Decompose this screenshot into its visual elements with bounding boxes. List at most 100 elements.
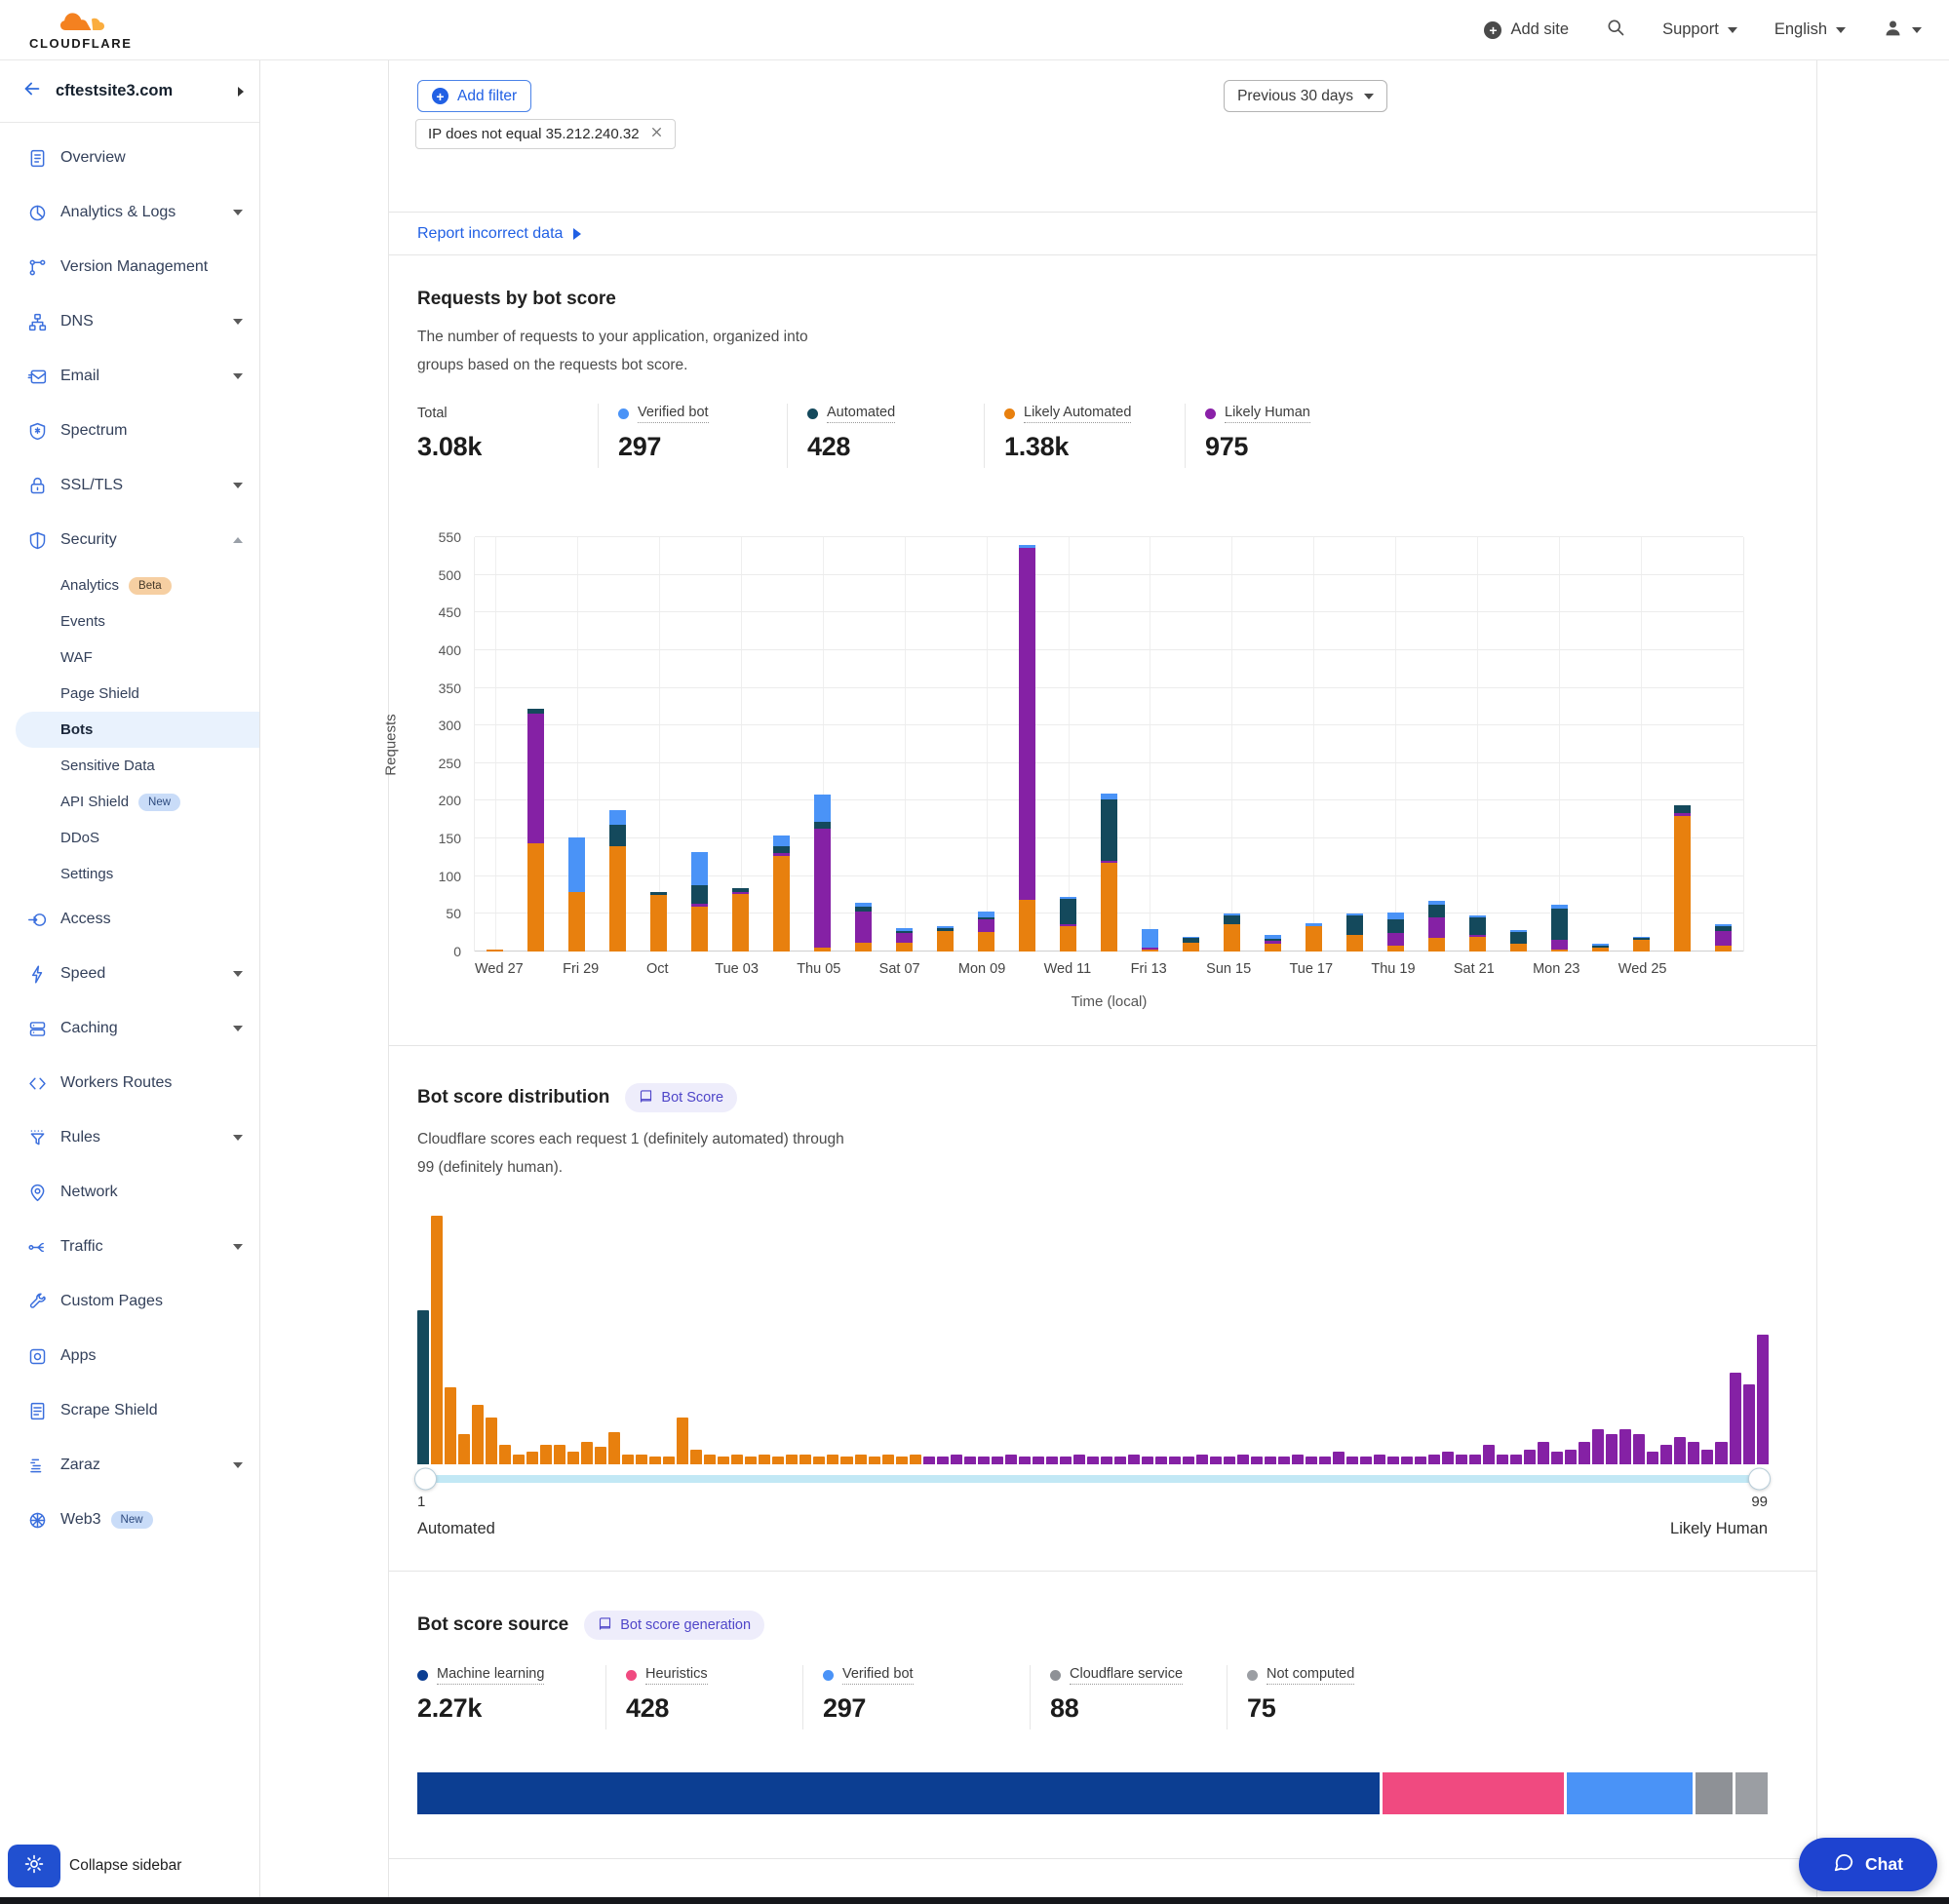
histogram-bar-score-17[interactable] (636, 1455, 647, 1464)
histogram-bar-score-88[interactable] (1606, 1434, 1618, 1464)
back-arrow-icon[interactable] (21, 78, 43, 104)
stacked-bar[interactable] (1224, 913, 1240, 952)
stacked-bar[interactable] (691, 852, 708, 952)
histogram-bar-score-6[interactable] (486, 1418, 497, 1464)
histogram-bar-score-98[interactable] (1743, 1384, 1755, 1464)
histogram-bar-score-74[interactable] (1415, 1457, 1426, 1464)
histogram-bar-score-16[interactable] (622, 1455, 634, 1464)
stacked-bar[interactable] (1019, 545, 1035, 952)
sidebar-subitem-events[interactable]: Events (0, 603, 259, 640)
stat-label[interactable]: Likely Automated (1024, 405, 1131, 423)
sidebar-item-access[interactable]: Access (0, 892, 259, 947)
histogram-bar-score-50[interactable] (1087, 1457, 1099, 1464)
stacked-bar[interactable] (896, 928, 913, 952)
stacked-bar[interactable] (527, 709, 544, 952)
add-site-button[interactable]: + Add site (1484, 20, 1569, 39)
histogram-bar-score-78[interactable] (1469, 1455, 1481, 1464)
histogram-bar-score-69[interactable] (1346, 1457, 1358, 1464)
histogram-bar-score-1[interactable] (417, 1310, 429, 1464)
histogram-bar-score-76[interactable] (1442, 1452, 1454, 1464)
sidebar-item-email[interactable]: Email (0, 349, 259, 404)
histogram-bar-score-46[interactable] (1033, 1457, 1044, 1464)
stacked-bar[interactable] (1265, 935, 1281, 952)
histogram-bar-score-99[interactable] (1757, 1335, 1769, 1464)
histogram-bar-score-41[interactable] (964, 1457, 976, 1464)
sidebar-subitem-waf[interactable]: WAF (0, 640, 259, 676)
histogram-bar-score-31[interactable] (827, 1455, 838, 1464)
report-incorrect-data-link[interactable]: Report incorrect data (417, 225, 581, 243)
score-range-slider[interactable] (417, 1475, 1768, 1483)
stat-label[interactable]: Verified bot (638, 405, 709, 423)
stat-label[interactable]: Verified bot (842, 1666, 914, 1685)
requests-stacked-bar-chart[interactable]: Requests 0501001502002503003504004505005… (474, 537, 1744, 952)
stacked-bar[interactable] (1183, 937, 1199, 952)
stat-label[interactable]: Heuristics (645, 1666, 708, 1685)
sidebar-item-network[interactable]: Network (0, 1165, 259, 1220)
sidebar-item-custom-pages[interactable]: Custom Pages (0, 1274, 259, 1329)
stacked-bar[interactable] (1674, 805, 1691, 952)
histogram-bar-score-54[interactable] (1142, 1457, 1153, 1464)
stacked-bar[interactable] (1469, 915, 1486, 952)
sidebar-item-workers-routes[interactable]: Workers Routes (0, 1056, 259, 1110)
histogram-bar-score-11[interactable] (554, 1445, 565, 1464)
stacked-bar[interactable] (1060, 897, 1076, 952)
date-range-selector[interactable]: Previous 30 days (1224, 80, 1387, 112)
sidebar-item-spectrum[interactable]: Spectrum (0, 404, 259, 458)
stacked-bar[interactable] (978, 912, 994, 952)
histogram-bar-score-56[interactable] (1169, 1457, 1181, 1464)
settings-gear-button[interactable] (8, 1845, 60, 1887)
close-icon[interactable] (650, 126, 663, 142)
stacked-bar[interactable] (487, 950, 503, 952)
histogram-bar-score-23[interactable] (718, 1457, 729, 1464)
stacked-bar[interactable] (855, 903, 872, 952)
histogram-bar-score-3[interactable] (445, 1387, 456, 1464)
histogram-bar-score-8[interactable] (513, 1455, 525, 1464)
histogram-bar-score-64[interactable] (1278, 1457, 1290, 1464)
stacked-bar[interactable] (1387, 913, 1404, 952)
language-menu[interactable]: English (1774, 20, 1846, 39)
histogram-bar-score-21[interactable] (690, 1450, 702, 1464)
histogram-bar-score-93[interactable] (1674, 1437, 1686, 1464)
histogram-bar-score-58[interactable] (1196, 1455, 1208, 1464)
histogram-bar-score-67[interactable] (1319, 1457, 1331, 1464)
sidebar-item-security[interactable]: Security (0, 513, 259, 567)
stat-label[interactable]: Not computed (1267, 1666, 1354, 1685)
histogram-bar-score-55[interactable] (1155, 1457, 1167, 1464)
stacked-bar[interactable] (1142, 929, 1158, 952)
stacked-bar[interactable] (732, 888, 749, 952)
sidebar-item-web3[interactable]: Web3New (0, 1493, 259, 1547)
histogram-bar-score-19[interactable] (663, 1457, 675, 1464)
slider-handle-min[interactable] (414, 1468, 437, 1491)
sidebar-item-traffic[interactable]: Traffic (0, 1220, 259, 1274)
site-name[interactable]: cftestsite3.com (56, 82, 225, 100)
histogram-bar-score-84[interactable] (1551, 1452, 1563, 1464)
stacked-bar[interactable] (937, 926, 954, 952)
cloudflare-logo[interactable]: CLOUDFLARE (29, 9, 133, 51)
sidebar-item-caching[interactable]: Caching (0, 1001, 259, 1056)
histogram-bar-score-14[interactable] (595, 1447, 606, 1464)
sidebar-subitem-api-shield[interactable]: API ShieldNew (0, 784, 259, 820)
histogram-bar-score-85[interactable] (1565, 1450, 1577, 1464)
histogram-bar-score-86[interactable] (1579, 1442, 1590, 1464)
sidebar-item-ssl-tls[interactable]: SSL/TLS (0, 458, 259, 513)
histogram-bar-score-82[interactable] (1524, 1450, 1536, 1464)
histogram-bar-score-73[interactable] (1401, 1457, 1413, 1464)
add-filter-button[interactable]: + Add filter (417, 80, 531, 112)
histogram-bar-score-79[interactable] (1483, 1445, 1495, 1464)
histogram-bar-score-29[interactable] (799, 1455, 811, 1464)
stat-label[interactable]: Machine learning (437, 1666, 544, 1685)
sidebar-item-zaraz[interactable]: Zaraz (0, 1438, 259, 1493)
sidebar-item-rules[interactable]: Rules (0, 1110, 259, 1165)
histogram-bar-score-36[interactable] (896, 1457, 908, 1464)
histogram-bar-score-75[interactable] (1428, 1455, 1440, 1464)
stacked-bar[interactable] (1101, 794, 1117, 952)
sidebar-item-overview[interactable]: Overview (0, 131, 259, 185)
histogram-bar-score-43[interactable] (992, 1457, 1003, 1464)
histogram-bar-score-60[interactable] (1224, 1457, 1235, 1464)
bot-score-generation-badge[interactable]: Bot score generation (584, 1611, 764, 1640)
stacked-bar[interactable] (568, 837, 585, 952)
bot-score-badge[interactable]: Bot Score (625, 1083, 737, 1112)
histogram-bar-score-25[interactable] (745, 1457, 757, 1464)
histogram-bar-score-13[interactable] (581, 1442, 593, 1464)
histogram-bar-score-15[interactable] (608, 1432, 620, 1464)
